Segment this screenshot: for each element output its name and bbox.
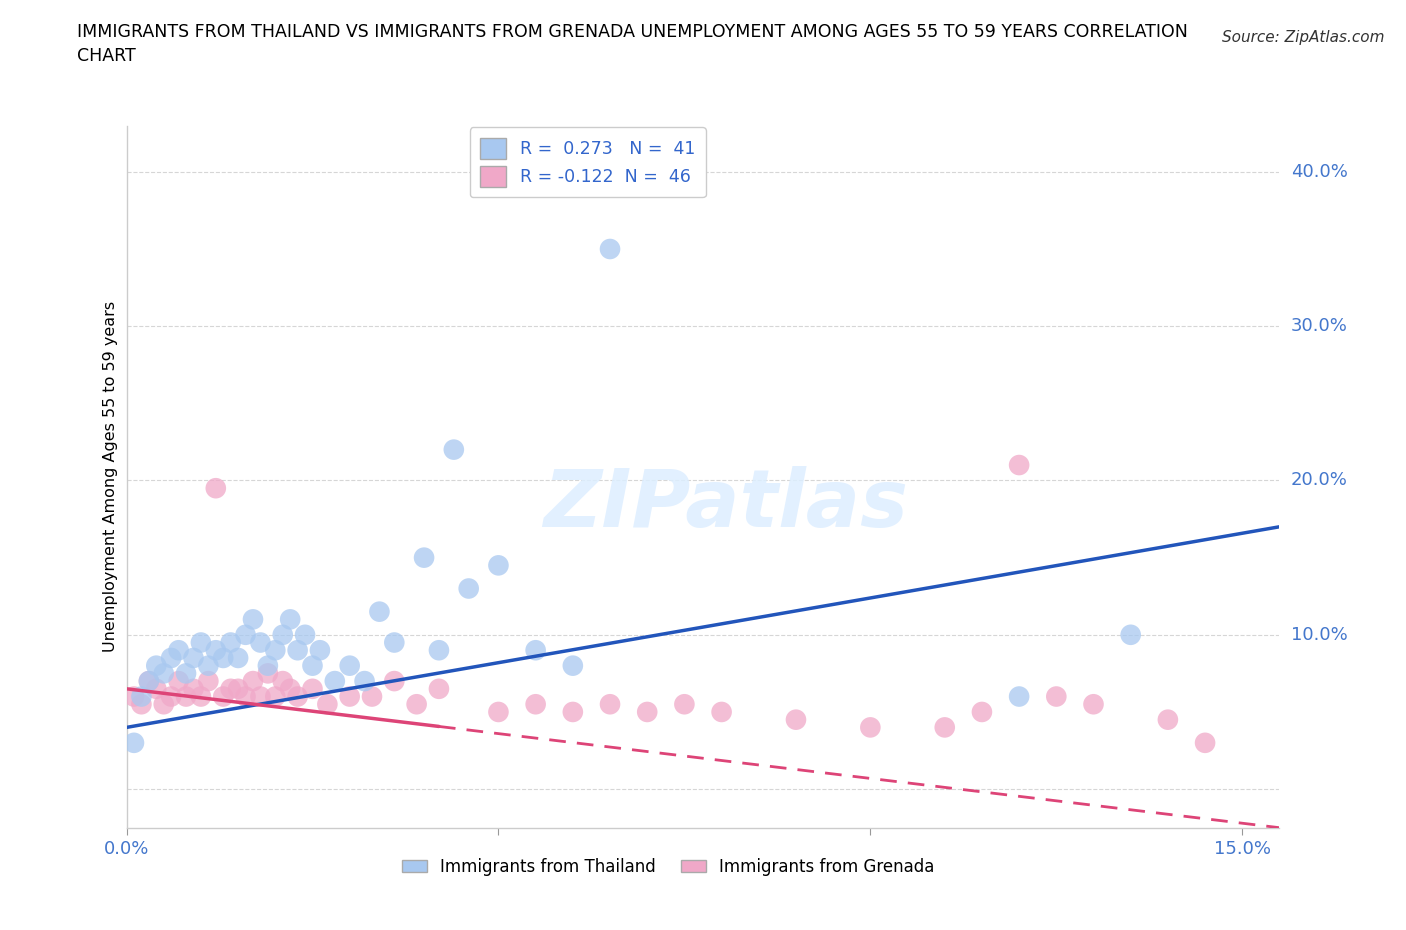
Point — [599, 242, 621, 257]
Point — [167, 643, 190, 658]
Point — [122, 736, 145, 751]
Point — [443, 442, 465, 457]
Point — [257, 658, 280, 673]
Point — [524, 697, 547, 711]
Point — [190, 635, 212, 650]
Point — [249, 635, 271, 650]
Point — [131, 697, 153, 711]
Point — [1194, 736, 1216, 751]
Point — [382, 635, 405, 650]
Point — [294, 628, 316, 643]
Point — [152, 697, 174, 711]
Point — [226, 650, 249, 665]
Point — [488, 558, 510, 573]
Point — [636, 705, 658, 720]
Point — [301, 658, 323, 673]
Point — [413, 551, 436, 565]
Point — [257, 666, 280, 681]
Point — [212, 650, 235, 665]
Point — [183, 682, 205, 697]
Point — [1008, 689, 1031, 704]
Y-axis label: Unemployment Among Ages 55 to 59 years: Unemployment Among Ages 55 to 59 years — [103, 301, 118, 652]
Point — [190, 689, 212, 704]
Point — [339, 689, 361, 704]
Point — [204, 481, 226, 496]
Point — [561, 658, 583, 673]
Point — [226, 682, 249, 697]
Point — [235, 628, 257, 643]
Point — [524, 643, 547, 658]
Point — [673, 697, 696, 711]
Text: ZIPatlas: ZIPatlas — [544, 466, 908, 544]
Point — [427, 682, 450, 697]
Point — [1119, 628, 1142, 643]
Point — [301, 682, 323, 697]
Point — [278, 612, 301, 627]
Legend: Immigrants from Thailand, Immigrants from Grenada: Immigrants from Thailand, Immigrants fro… — [395, 851, 942, 883]
Point — [122, 689, 145, 704]
Point — [271, 628, 294, 643]
Point — [323, 673, 346, 688]
Point — [353, 673, 375, 688]
Point — [934, 720, 956, 735]
Point — [405, 697, 427, 711]
Point — [174, 689, 197, 704]
Text: 20.0%: 20.0% — [1291, 472, 1347, 489]
Point — [264, 689, 287, 704]
Point — [174, 666, 197, 681]
Point — [167, 673, 190, 688]
Point — [1008, 458, 1031, 472]
Point — [309, 643, 332, 658]
Point — [382, 673, 405, 688]
Point — [710, 705, 733, 720]
Point — [970, 705, 993, 720]
Point — [204, 643, 226, 658]
Point — [457, 581, 479, 596]
Point — [368, 604, 391, 619]
Point — [145, 682, 167, 697]
Point — [249, 689, 271, 704]
Point — [1083, 697, 1105, 711]
Point — [160, 650, 183, 665]
Point — [1157, 712, 1180, 727]
Point — [287, 689, 309, 704]
Point — [197, 658, 219, 673]
Text: IMMIGRANTS FROM THAILAND VS IMMIGRANTS FROM GRENADA UNEMPLOYMENT AMONG AGES 55 T: IMMIGRANTS FROM THAILAND VS IMMIGRANTS F… — [77, 23, 1188, 65]
Point — [599, 697, 621, 711]
Point — [242, 673, 264, 688]
Point — [339, 658, 361, 673]
Point — [278, 682, 301, 697]
Point — [160, 689, 183, 704]
Point — [785, 712, 807, 727]
Point — [316, 697, 339, 711]
Point — [131, 689, 153, 704]
Point — [197, 673, 219, 688]
Point — [219, 682, 242, 697]
Point — [242, 612, 264, 627]
Point — [427, 643, 450, 658]
Point — [488, 705, 510, 720]
Point — [287, 643, 309, 658]
Point — [183, 650, 205, 665]
Point — [561, 705, 583, 720]
Point — [212, 689, 235, 704]
Point — [859, 720, 882, 735]
Point — [271, 673, 294, 688]
Text: Source: ZipAtlas.com: Source: ZipAtlas.com — [1222, 30, 1385, 45]
Point — [138, 673, 160, 688]
Point — [138, 673, 160, 688]
Point — [219, 635, 242, 650]
Point — [235, 689, 257, 704]
Point — [264, 643, 287, 658]
Text: 10.0%: 10.0% — [1291, 626, 1347, 644]
Point — [145, 658, 167, 673]
Text: 40.0%: 40.0% — [1291, 163, 1347, 180]
Point — [1045, 689, 1067, 704]
Point — [152, 666, 174, 681]
Text: 30.0%: 30.0% — [1291, 317, 1347, 335]
Point — [361, 689, 384, 704]
